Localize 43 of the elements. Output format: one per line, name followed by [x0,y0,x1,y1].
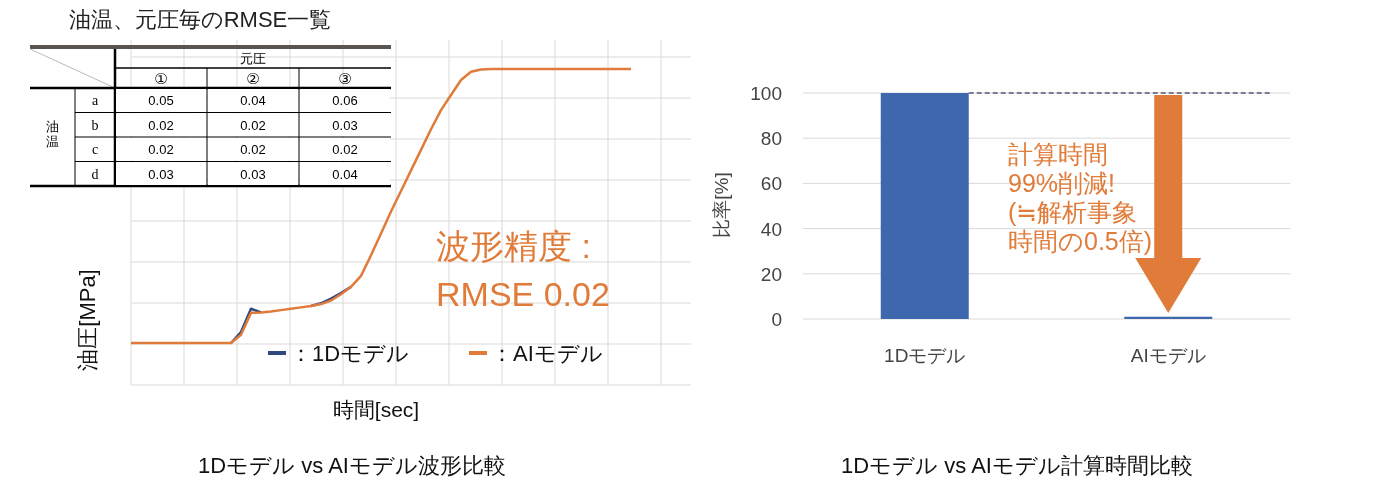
data-label: 0.03 [148,166,174,182]
x-tick-label: ② [246,70,260,87]
annotation: 計算時間 [1008,140,1108,168]
text: 1Dモデル vs AIモデル波形比較 [198,453,506,478]
legend-label: ：AIモデル [491,341,603,366]
data-label: 0.02 [148,142,174,157]
legend-label: ：1Dモデル [290,341,410,366]
data-label: 0.03 [332,117,358,133]
text: 1Dモデル vs AIモデル計算時間比較 [841,453,1193,478]
x-tick-label: ③ [338,70,352,87]
y-tick-label: d [91,166,99,182]
y-tick-label: a [91,93,99,108]
data-label: 0.04 [240,93,266,108]
annotation: 時間の0.5倍) [1008,227,1153,255]
data-label: 0.04 [332,166,358,182]
x-axis-title: 元圧 [240,51,266,66]
data-label: 0.06 [332,93,358,108]
x-tick-label: AIモデル [1130,345,1206,366]
annotation: (≒解析事象 [1008,198,1138,226]
data-label: 0.02 [148,117,174,133]
data-label: 0.02 [332,142,358,157]
y-axis-title: 油圧[MPa] [75,269,100,371]
data-label: 0.02 [240,117,266,133]
x-axis-title: 時間[sec] [332,398,420,421]
y-axis-title: 油温 [45,119,59,149]
annotation: 99%削減! [1008,169,1115,197]
y-axis-title: 比率[%] [711,172,732,238]
y-tick-label: 60 [760,173,782,195]
x-tick-label: ① [154,70,168,87]
data-label: 0.02 [240,142,266,157]
y-tick-label: 80 [760,128,782,150]
x-tick-label: 1Dモデル [884,345,966,366]
data-label: 0.03 [240,166,266,182]
annotation: RMSE 0.02 [436,275,610,313]
data-label: 0.05 [148,93,174,108]
y-tick-label: c [91,142,99,157]
y-tick-label: b [91,117,99,133]
y-tick-label: 20 [760,263,782,285]
y-tick-label: 100 [750,83,782,104]
y-tick-label: 40 [760,218,782,240]
y-tick-label: 0 [771,309,782,330]
annotation: 波形精度 : [436,227,591,265]
chart-title: 油温、元圧毎のRMSE一覧 [68,7,332,32]
